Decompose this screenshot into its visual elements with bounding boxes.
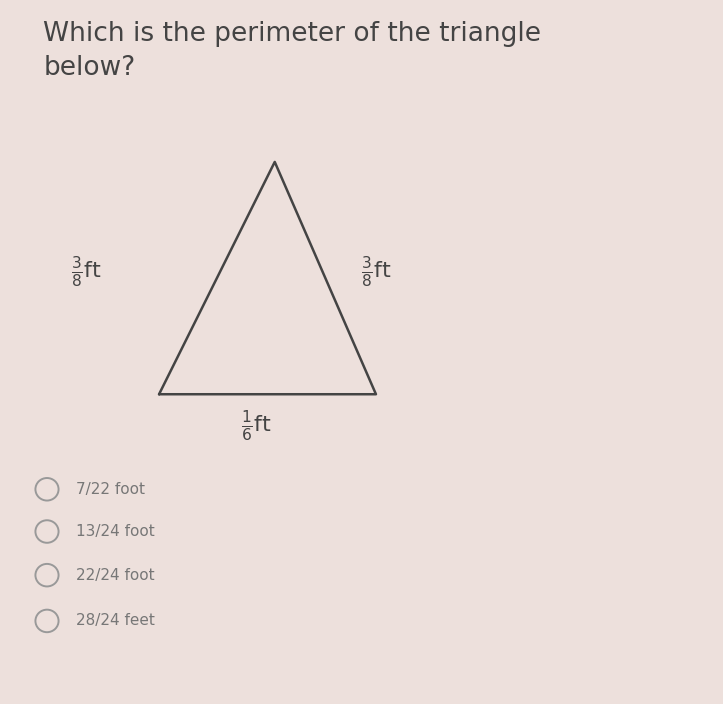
- Text: 7/22 foot: 7/22 foot: [76, 482, 145, 497]
- Text: 22/24 foot: 22/24 foot: [76, 567, 155, 583]
- Text: Which is the perimeter of the triangle
below?: Which is the perimeter of the triangle b…: [43, 21, 542, 81]
- Text: $\frac{3}{8}$ft: $\frac{3}{8}$ft: [72, 253, 102, 289]
- Text: $\frac{1}{6}$ft: $\frac{1}{6}$ft: [241, 408, 272, 444]
- Text: 13/24 foot: 13/24 foot: [76, 524, 155, 539]
- Text: $\frac{3}{8}$ft: $\frac{3}{8}$ft: [361, 253, 391, 289]
- Text: 28/24 feet: 28/24 feet: [76, 613, 155, 629]
